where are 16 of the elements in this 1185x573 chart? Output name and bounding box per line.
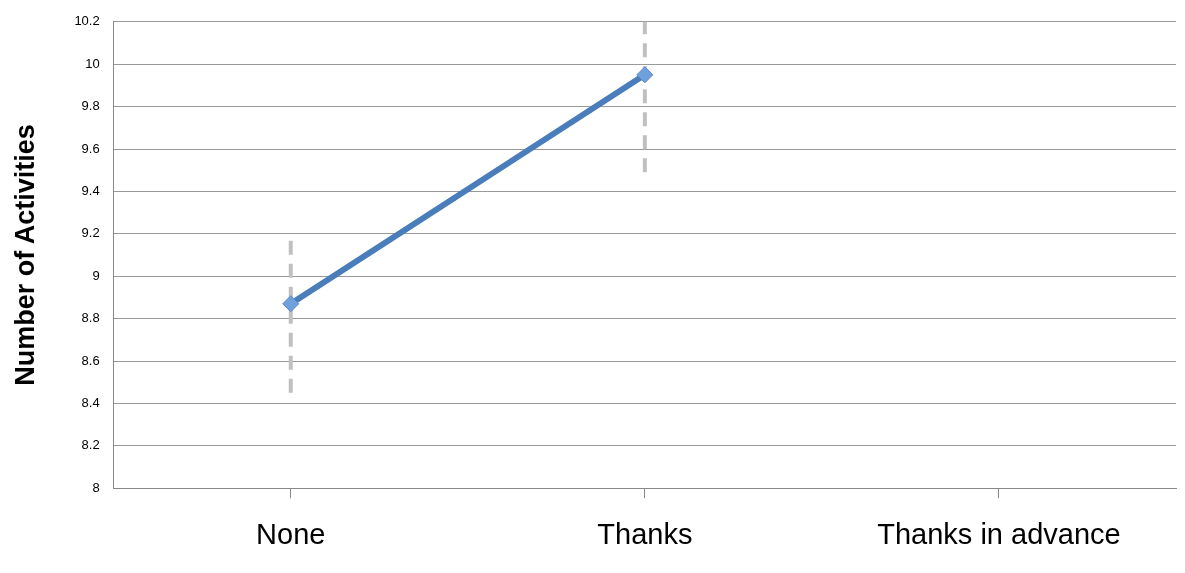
y-tick-label: 9.6 — [81, 140, 100, 156]
y-tick-label: 9.2 — [81, 225, 100, 241]
y-tick-label: 8.8 — [81, 310, 100, 326]
y-tick-label: 10 — [85, 55, 100, 71]
x-tick-label: Thanks in advance — [877, 517, 1121, 550]
x-tick-label: Thanks — [597, 517, 693, 550]
y-tick-label: 9 — [92, 267, 100, 283]
y-tick-label: 8.6 — [81, 352, 100, 368]
y-tick-label: 8.2 — [81, 437, 100, 453]
y-tick-label: 9.4 — [81, 182, 100, 198]
y-tick-label: 8 — [92, 479, 100, 495]
x-tick-label: None — [256, 517, 326, 550]
y-tick-label: 10.2 — [74, 13, 100, 29]
y-tick-label: 9.8 — [81, 98, 100, 114]
y-axis-title: Number of Activities — [9, 124, 40, 386]
y-tick-label: 8.4 — [81, 394, 100, 410]
